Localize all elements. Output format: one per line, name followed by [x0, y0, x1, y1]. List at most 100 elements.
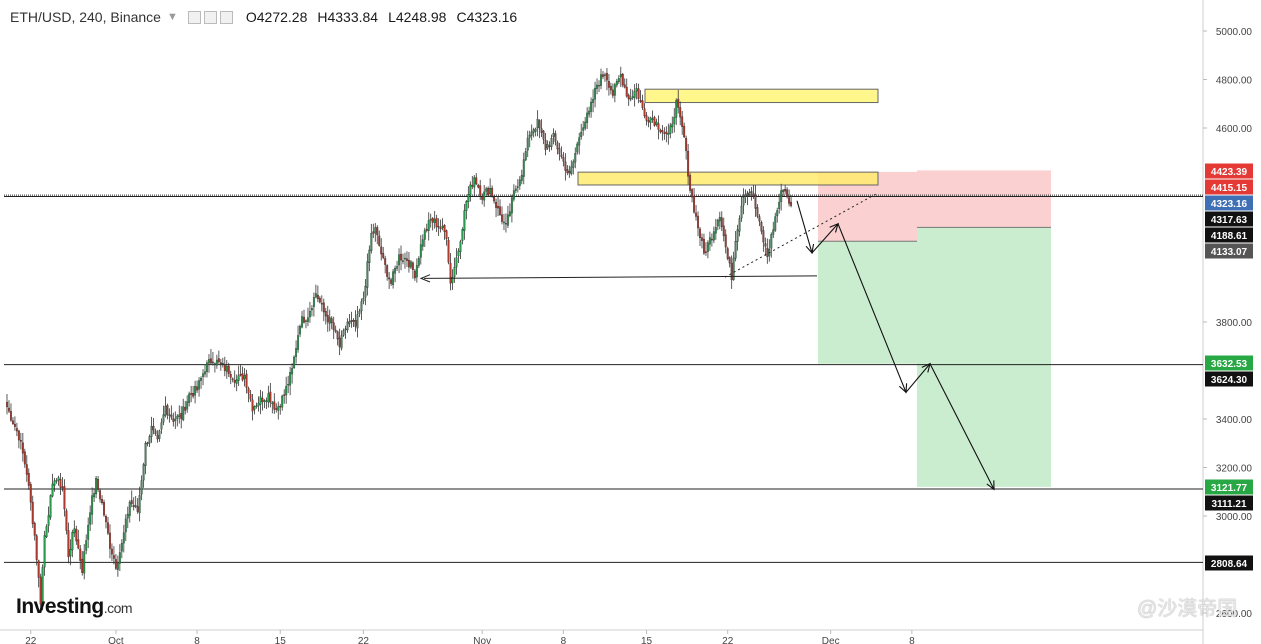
close-icon[interactable] — [219, 10, 233, 24]
time-tick-label: 15 — [641, 636, 653, 644]
candle-body — [95, 478, 98, 495]
candle-body — [358, 310, 361, 315]
candle-body — [263, 400, 266, 402]
candle-body — [691, 189, 694, 198]
chevron-down-icon[interactable]: ▼ — [166, 11, 178, 23]
candle-body — [63, 486, 66, 510]
candle-body — [299, 325, 301, 335]
candle-body — [19, 440, 22, 442]
candle-body — [120, 543, 123, 552]
price-badge-label: 4423.39 — [1211, 167, 1248, 178]
candle-body — [39, 576, 42, 605]
candle-body — [356, 314, 359, 329]
candle-body — [209, 358, 212, 364]
candle-body — [677, 98, 680, 108]
candle-body — [53, 480, 56, 486]
low-value: L4248.98 — [388, 9, 447, 25]
candle-body — [166, 405, 169, 415]
candle-body — [249, 394, 252, 400]
candle-body — [43, 535, 46, 568]
candle-body — [247, 388, 250, 394]
candle-body — [124, 518, 127, 533]
high-value: H4333.84 — [317, 9, 379, 25]
candle-body — [782, 189, 785, 193]
candle-body — [596, 84, 598, 89]
candle-body — [409, 261, 412, 268]
candle-body — [382, 253, 385, 258]
candle-body — [483, 191, 486, 201]
candle-body — [415, 265, 418, 278]
candle-body — [744, 194, 747, 197]
candle-body — [617, 78, 620, 83]
price-badge-label: 4188.61 — [1211, 231, 1248, 242]
candle-body — [17, 430, 20, 441]
candle-body — [451, 276, 454, 284]
candle-body — [712, 231, 715, 241]
candle-body — [473, 177, 476, 188]
settings-icon[interactable] — [203, 10, 217, 24]
candle-body — [15, 428, 18, 432]
candle-body — [334, 329, 337, 332]
candle-body — [481, 196, 484, 200]
candle-body — [225, 365, 228, 372]
time-tick-label: 8 — [561, 636, 567, 644]
candle-body — [23, 451, 26, 465]
projected-path-arrowhead — [829, 222, 839, 233]
candle-body — [457, 250, 460, 257]
candle-body — [75, 528, 78, 542]
candle-body — [443, 225, 446, 232]
candle-body — [550, 137, 553, 148]
candle-body — [10, 411, 12, 421]
candle-body — [91, 495, 94, 515]
candle-body — [217, 358, 220, 363]
candle-body — [564, 161, 567, 171]
candle-body — [710, 238, 713, 241]
candle-body — [287, 384, 290, 386]
candle-body — [506, 214, 509, 226]
candle-body — [336, 331, 339, 340]
candle-body — [154, 430, 157, 435]
price-badge-label: 3624.30 — [1211, 375, 1248, 386]
candle-body — [406, 258, 408, 261]
neckline-arrowhead — [419, 274, 431, 283]
candle-body — [657, 123, 660, 130]
time-tick-label: 22 — [722, 636, 734, 644]
candle-body — [431, 218, 434, 223]
candle-body — [538, 120, 541, 129]
candle-body — [13, 423, 16, 427]
candle-body — [239, 374, 242, 376]
eye-icon[interactable] — [187, 10, 201, 24]
candle-body — [130, 500, 133, 505]
open-value: O4272.28 — [245, 9, 308, 25]
candle-body — [215, 359, 218, 366]
price-tick-label: 3200.00 — [1216, 464, 1253, 475]
candle-body — [152, 425, 155, 431]
candle-body — [308, 311, 311, 318]
candle-body — [400, 253, 402, 261]
candle-body — [722, 225, 725, 237]
symbol-label[interactable]: ETH/USD, 240, Binance — [10, 9, 161, 25]
candle-body — [544, 139, 547, 150]
candle-body — [312, 297, 315, 307]
candle-body — [251, 399, 254, 412]
candle-body — [699, 228, 701, 239]
candle-body — [714, 227, 717, 234]
candle-body — [128, 501, 131, 516]
candle-body — [303, 316, 305, 323]
candle-body — [584, 121, 587, 129]
candle-body — [103, 502, 105, 516]
short-position-1-reward-zone — [818, 241, 917, 364]
candle-body — [475, 177, 478, 185]
candle-body — [746, 192, 749, 197]
candle-body — [639, 100, 642, 102]
candle-body — [93, 493, 96, 498]
candle-body — [423, 230, 426, 240]
candle-body — [673, 116, 676, 124]
candle-body — [764, 243, 767, 247]
candle-body — [77, 539, 80, 549]
price-badge-bg — [1205, 227, 1253, 243]
watermark-text: @沙漠帝国 — [1137, 598, 1238, 620]
candle-body — [560, 154, 563, 157]
candle-body — [786, 189, 789, 197]
